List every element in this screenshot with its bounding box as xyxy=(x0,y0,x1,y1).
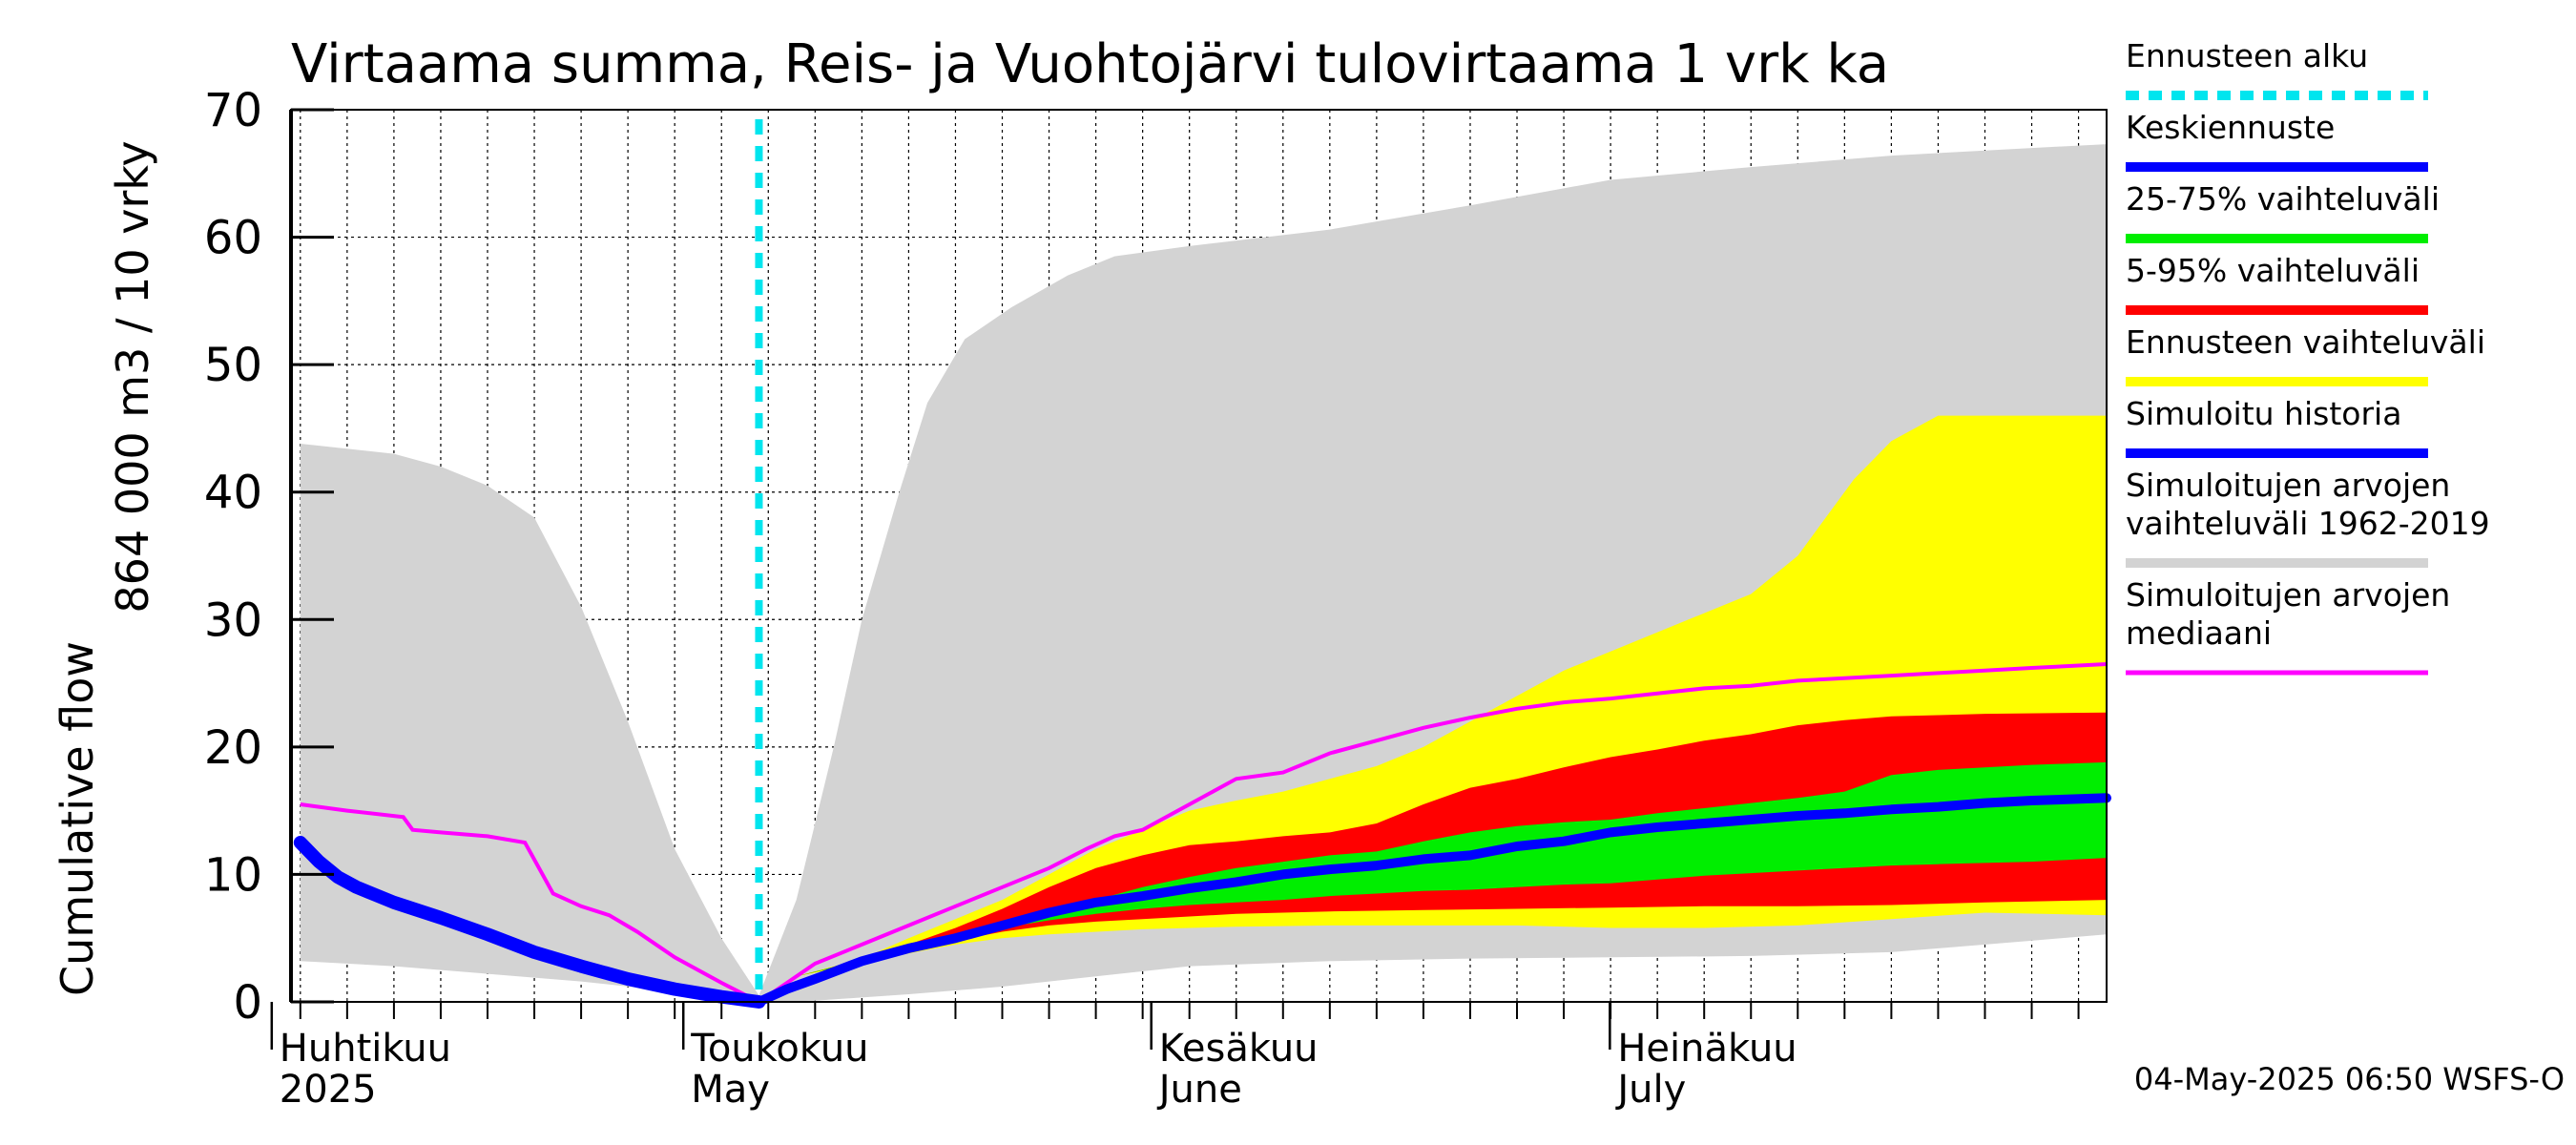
chart-title: Virtaama summa, Reis- ja Vuohtojärvi tul… xyxy=(291,33,1889,95)
simulated-history-line xyxy=(293,836,766,1009)
y-axis-label-line: 864 000 m3 / 10 vrky xyxy=(107,140,158,613)
x-month-sublabel: May xyxy=(691,1068,770,1112)
legend-label: Simuloitujen arvojen xyxy=(2126,467,2450,504)
legend-label: Simuloitu historia xyxy=(2126,395,2401,432)
legend: Ennusteen alku Keskiennuste 25-75% vaihtel… xyxy=(2126,37,2490,676)
legend-label: 25-75% vaihteluväli xyxy=(2126,180,2440,218)
y-tick-label: 50 xyxy=(204,339,262,392)
x-month-sublabel: July xyxy=(1614,1068,1686,1112)
legend-label: Ennusteen alku xyxy=(2126,37,2368,74)
y-tick-label: 0 xyxy=(233,976,262,1030)
legend-label: mediaani xyxy=(2126,614,2272,652)
legend-label: Simuloitujen arvojen xyxy=(2126,576,2450,614)
y-tick-label: 10 xyxy=(204,848,262,902)
y-tick-label: 30 xyxy=(204,593,262,647)
x-month-sublabel: June xyxy=(1156,1068,1242,1112)
mean-forecast-line xyxy=(754,793,2111,1007)
data-lines xyxy=(293,119,2111,1009)
legend-label: Ennusteen vaihteluväli xyxy=(2126,323,2485,361)
y-axis-label-line: Cumulative flow xyxy=(52,641,103,996)
x-month-label: Heinäkuu xyxy=(1617,1027,1797,1071)
x-month-label: Huhtikuu xyxy=(280,1027,451,1071)
y-tick-label: 60 xyxy=(204,212,262,265)
x-month-label: Toukokuu xyxy=(690,1027,868,1071)
y-tick-label: 20 xyxy=(204,721,262,775)
y-tick-label: 70 xyxy=(204,84,262,137)
legend-label: 5-95% vaihteluväli xyxy=(2126,252,2420,289)
median-line xyxy=(300,662,2108,1005)
timestamp-footer: 04-May-2025 06:50 WSFS-O xyxy=(2134,1061,2565,1097)
legend-label: vaihteluväli 1962-2019 xyxy=(2126,505,2490,542)
x-month-label: Kesäkuu xyxy=(1159,1027,1319,1071)
y-tick-label: 40 xyxy=(204,467,262,520)
x-month-sublabel: 2025 xyxy=(280,1068,377,1112)
legend-label: Keskiennuste xyxy=(2126,109,2335,146)
